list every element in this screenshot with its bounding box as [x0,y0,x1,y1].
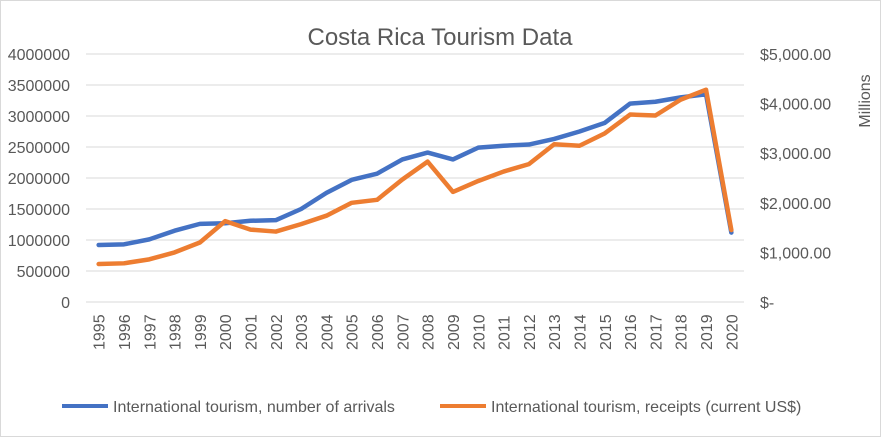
x-axis-tick: 2004 [319,314,336,350]
left-axis-tick: 1500000 [8,202,70,219]
legend-label-receipts: International tourism, receipts (current… [491,399,801,416]
x-axis-tick: 2019 [699,314,716,350]
x-axis-tick: 2014 [573,314,590,350]
x-axis-tick: 2003 [294,314,311,350]
series-line-receipts [96,87,734,267]
x-axis-tick: 1997 [142,314,159,350]
chart-title: Costa Rica Tourism Data [308,24,574,51]
x-axis-tick: 2011 [497,315,514,350]
right-axis-tick: $4,000.00 [760,97,831,114]
x-axis-tick: 2015 [598,314,615,350]
x-axis-tick: 2012 [522,314,539,350]
left-axis-tick: 2500000 [8,140,70,157]
x-axis-tick: 2008 [421,314,438,350]
x-axis-tick: 2016 [623,314,640,350]
right-axis-tick: $- [760,295,774,312]
right-axis-tick: $3,000.00 [760,146,831,163]
x-axis-tick: 2010 [471,314,488,350]
x-axis-tick: 2007 [395,314,412,350]
series-line-arrivals [96,92,734,248]
x-axis-tick: 2001 [244,314,261,350]
x-axis-tick: 1995 [92,314,109,350]
x-axis-tick: 2000 [218,314,235,350]
x-axis-tick: 2013 [547,314,564,350]
left-axis-tick: 3000000 [8,109,70,126]
left-axis-tick: 2000000 [8,171,70,188]
x-axis-tick: 2017 [648,314,665,350]
x-axis-tick: 1998 [168,314,185,350]
right-axis-tick: $2,000.00 [760,196,831,213]
right-axis-tick: $1,000.00 [760,245,831,262]
x-axis-tick: 2002 [269,314,286,350]
left-axis-tick: 0 [61,295,70,312]
right-axis-tick: $5,000.00 [760,47,831,64]
left-axis-tick: 500000 [17,264,70,281]
x-axis-tick: 2009 [446,314,463,350]
left-axis-tick: 1000000 [8,233,70,250]
x-axis-tick: 1996 [117,314,134,350]
left-axis-tick: 3500000 [8,78,70,95]
x-axis-tick: 2005 [345,314,362,350]
legend: International tourism, number of arrival… [62,399,801,416]
x-axis-tick: 2020 [724,314,741,350]
left-axis-tick: 4000000 [8,47,70,64]
legend-label-arrivals: International tourism, number of arrival… [113,399,395,416]
x-axis-tick: 2006 [370,314,387,350]
x-axis-tick: 2018 [674,314,691,350]
x-axis-tick: 1999 [193,314,210,350]
right-axis-label: Millions [857,74,874,127]
